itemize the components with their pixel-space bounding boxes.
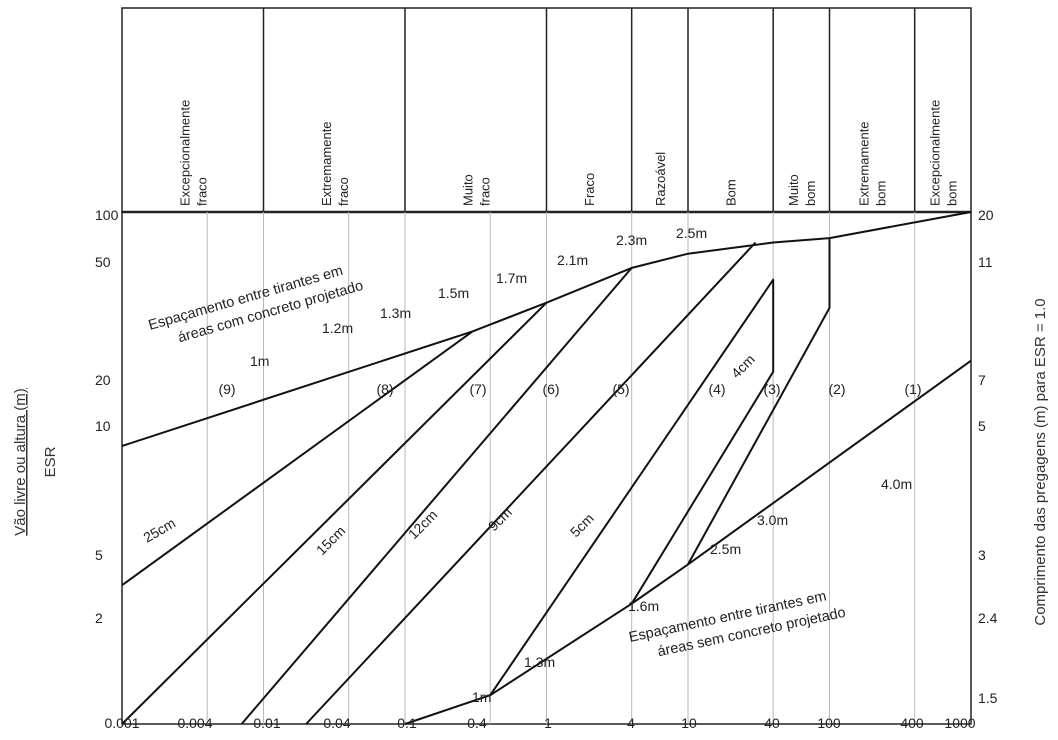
x-tick-label: 400 [900, 715, 924, 731]
shotcrete-thickness-line [240, 267, 633, 725]
y-axis-title-line2: ESR [42, 446, 59, 477]
rock-class-label: Fraco [582, 173, 597, 206]
rock-class-label-line: bom [944, 181, 959, 206]
shotcrete-label: 5cm [567, 510, 597, 540]
shotcrete-label: 4cm [728, 351, 758, 381]
right-tick-label: 3 [978, 547, 986, 563]
x-tick-label: 0.004 [177, 715, 212, 731]
rock-class-label-line: Extremamente [857, 121, 872, 206]
upper-curve-label: 1.7m [496, 270, 527, 286]
upper-curve-label: 1m [250, 353, 269, 369]
right-tick-label: 5 [978, 418, 986, 434]
category-number: (6) [542, 381, 559, 397]
x-tick-label: 100 [817, 715, 841, 731]
lower-curve-label: 2.5m [710, 541, 741, 557]
rock-class-label-line: Excepcionalmente [177, 100, 192, 206]
category-number: (4) [708, 381, 725, 397]
right-tick-label: 1.5 [978, 690, 998, 706]
y-axis-title-line1: Vão livre ou altura (m) [12, 388, 29, 536]
rock-class-label-line: bom [803, 181, 818, 206]
upper-curve-label: 1.5m [438, 285, 469, 301]
category-number: (3) [763, 381, 780, 397]
rock-class-label: Razoável [653, 152, 668, 206]
chart-labels: 100 50 20 10 5 2 20 11 7 5 3 2.4 1.5 0.0… [12, 207, 1049, 731]
shotcrete-thickness-line [687, 238, 831, 565]
rock-class-label: Excepcionalmente fraco [177, 100, 209, 206]
shotcrete-thickness-line [121, 301, 548, 725]
x-tick-label: 0.1 [397, 715, 417, 731]
rock-class-label-line: fraco [194, 177, 209, 206]
rock-class-label: Extremamente bom [857, 121, 889, 206]
rock-class-header: Excepcionalmente fraco Extremamente fraco Mu… [121, 7, 972, 214]
x-tick-label: 0.4 [467, 715, 487, 731]
x-tick-label: 0.01 [253, 715, 280, 731]
y-tick-label: 100 [95, 207, 119, 223]
shotcrete-label: 15cm [313, 523, 349, 559]
rock-class-label-line: Muito [460, 174, 475, 206]
shotcrete-label: 25cm [141, 515, 179, 546]
x-tick-label: 10 [681, 715, 697, 731]
upper-curve-label: 1.2m [322, 320, 353, 336]
lower-curve-label: 1.6m [628, 598, 659, 614]
x-tick-label: 0.001 [104, 715, 139, 731]
rock-class-label: Bom [724, 179, 739, 206]
rock-class-label-line: Excepcionalmente [927, 100, 942, 206]
rock-class-label-line: fraco [336, 177, 351, 206]
upper-curve-label: 2.3m [616, 232, 647, 248]
x-tick-label: 1 [544, 715, 552, 731]
rock-class-label: Muito bom [786, 174, 818, 206]
upper-curve-label: 1.3m [380, 305, 411, 321]
y-axis-title: Vão livre ou altura (m) ESR [12, 388, 59, 536]
y-tick-label: 20 [95, 372, 111, 388]
support-curves [121, 211, 972, 725]
category-number: (8) [376, 381, 393, 397]
right-axis-title-text: Comprimento das pregagens (m) para ESR =… [1032, 298, 1049, 625]
rock-class-label-line: Muito [786, 174, 801, 206]
category-number: (1) [904, 381, 921, 397]
lower-curve-label: 3.0m [757, 512, 788, 528]
right-tick-label: 20 [978, 207, 994, 223]
upper-curve-label: 2.5m [676, 225, 707, 241]
rock-class-label-line: bom [874, 181, 889, 206]
right-axis-title: Comprimento das pregagens (m) para ESR =… [1032, 298, 1049, 625]
rock-class-label-line: Extremamente [319, 121, 334, 206]
lower-curve-label: 1m [472, 689, 491, 705]
rock-class-label-line: Bom [724, 179, 739, 206]
right-tick-label: 2.4 [978, 610, 998, 626]
rock-class-label: Excepcionalmente bom [927, 100, 959, 206]
rock-class-label-line: fraco [477, 177, 492, 206]
upper-curve-label: 2.1m [557, 252, 588, 268]
rock-class-label-line: Fraco [582, 173, 597, 206]
lower-curve-annotation: Espaçamento entre tirantes em áreas sem … [628, 588, 848, 660]
rock-class-label-line: Razoável [653, 152, 668, 206]
lower-curve-label: 4.0m [881, 476, 912, 492]
x-tick-label: 1000 [944, 715, 975, 731]
shotcrete-label: 12cm [405, 507, 441, 543]
y-tick-label: 10 [95, 418, 111, 434]
y-tick-label: 2 [95, 610, 103, 626]
shotcrete-thickness-line [121, 330, 474, 587]
category-number: (9) [218, 381, 235, 397]
shotcrete-thickness-line [305, 241, 757, 725]
right-tick-label: 7 [978, 372, 986, 388]
shotcrete-thickness-line [489, 278, 775, 696]
y-tick-label: 50 [95, 254, 111, 270]
right-tick-label: 11 [978, 254, 993, 270]
x-tick-label: 40 [764, 715, 780, 731]
upper-bolt-spacing-curve [121, 211, 972, 447]
upper-curve-annotation: Espaçamento entre tirantes em áreas com … [147, 263, 365, 346]
category-number: (5) [612, 381, 629, 397]
shotcrete-label: 9cm [485, 504, 515, 534]
rock-class-label: Muito fraco [460, 174, 492, 206]
category-number: (7) [469, 381, 486, 397]
rock-class-label: Extremamente fraco [319, 121, 351, 206]
x-tick-label: 0.04 [323, 715, 350, 731]
category-number: (2) [828, 381, 845, 397]
x-tick-label: 4 [627, 715, 635, 731]
y-tick-label: 5 [95, 547, 103, 563]
lower-curve-label: 1.3m [524, 654, 555, 670]
